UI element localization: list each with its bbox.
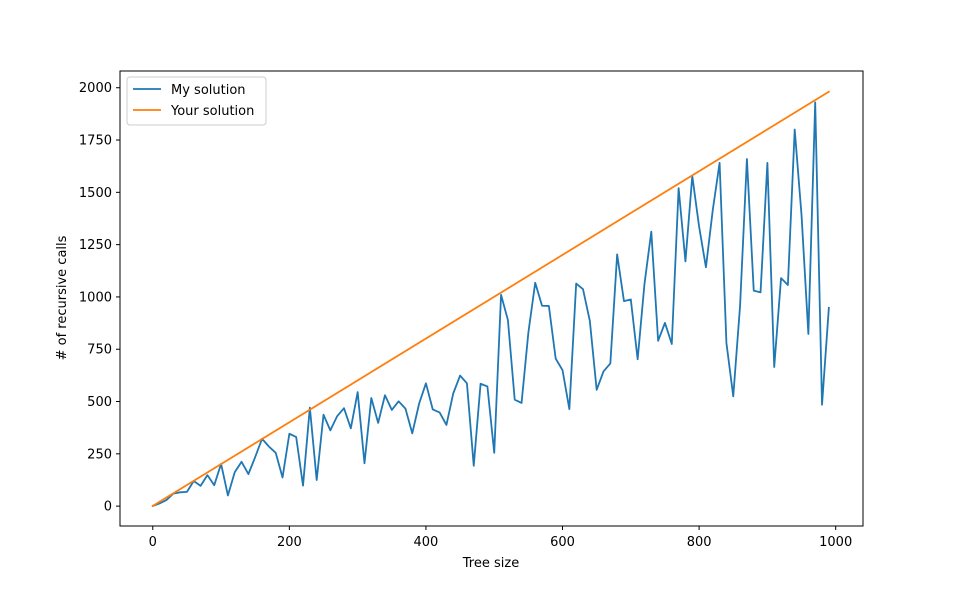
legend: My solution Your solution (126, 76, 267, 126)
x-tick-label: 600 (550, 535, 575, 550)
y-tick-label: 2000 (79, 81, 112, 96)
y-tick-label: 1750 (79, 134, 112, 149)
y-axis: 0 250 500 750 1000 1250 1500 1750 2000 (79, 81, 120, 515)
y-tick-label: 500 (87, 395, 112, 410)
series-line-my-solution (151, 101, 830, 508)
y-tick-label: 0 (104, 500, 112, 515)
y-tick-label: 1500 (79, 186, 112, 201)
legend-label-my-solution: My solution (171, 83, 246, 98)
x-tick-label: 1000 (819, 535, 852, 550)
x-tick-label: 400 (414, 535, 439, 550)
x-tick-label: 200 (277, 535, 302, 550)
legend-box (126, 76, 267, 126)
series-layer (151, 90, 831, 508)
y-tick-label: 250 (87, 447, 112, 462)
plot-area (119, 70, 864, 527)
y-tick-label: 1250 (79, 238, 112, 253)
legend-label-your-solution: Your solution (170, 104, 254, 119)
y-tick-label: 1000 (79, 290, 112, 305)
y-axis-label: # of recursive calls (55, 235, 70, 360)
x-axis-label: Tree size (462, 556, 519, 571)
x-tick-label: 800 (687, 535, 712, 550)
x-tick-label: 0 (149, 535, 157, 550)
series-line-your-solution (151, 90, 831, 508)
x-axis: 0 200 400 600 800 1000 (149, 526, 852, 550)
plot-frame (119, 70, 864, 527)
y-tick-label: 750 (87, 343, 112, 358)
